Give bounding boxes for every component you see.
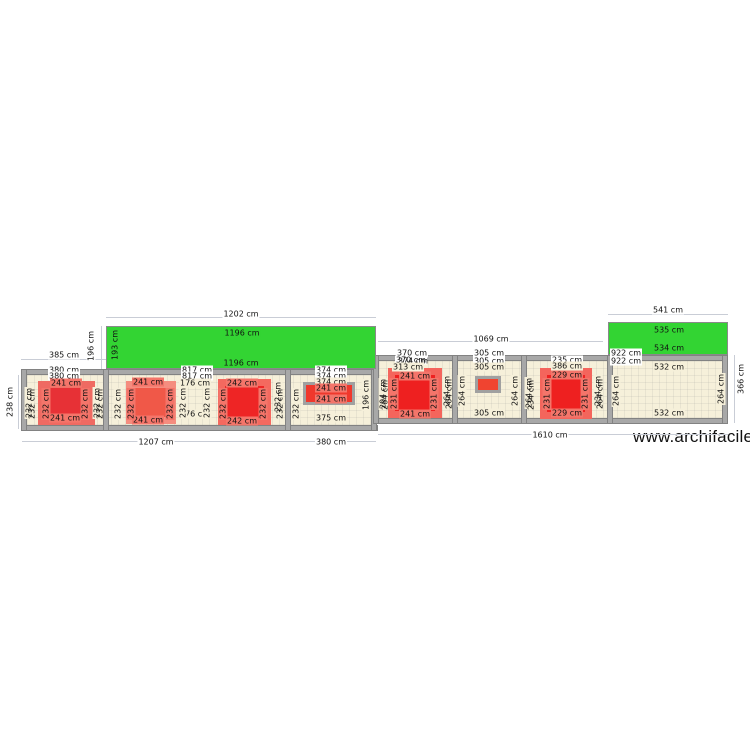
dimension-label: 532 cm	[652, 362, 686, 372]
dimension-label: 241 cm	[49, 378, 83, 388]
dimension-label: 232 cm	[275, 388, 285, 420]
dimension-label: 241 cm	[131, 415, 165, 425]
dimension-label: 232 cm	[95, 388, 105, 420]
dimension-label: 232 cm	[258, 387, 268, 421]
dimension-label: 541 cm	[651, 305, 685, 315]
dimension-label: 264 cm	[595, 378, 605, 410]
dimension-label: 264 cm	[444, 378, 454, 410]
red-furniture-block[interactable]	[475, 376, 501, 393]
dimension-label: 229 cm	[550, 370, 584, 380]
dimension-label: 370 cm	[395, 348, 429, 358]
dimension-label: 242 cm	[225, 416, 259, 426]
dimension-label: 385 cm	[47, 350, 81, 360]
dimension-label: 366 cm	[736, 362, 746, 396]
dimension-label: 922 cm	[609, 356, 643, 366]
dimension-label: 232 cm	[218, 387, 228, 421]
dimension-label: 196 cm	[86, 329, 96, 363]
wall[interactable]	[103, 369, 109, 431]
dimension-label: 238 cm	[5, 385, 15, 419]
dimension-label: 374 cm	[314, 377, 348, 387]
dimension-label: 231 cm	[580, 377, 590, 411]
dimension-label: 370 cm	[394, 355, 428, 365]
dimension-label: 386 cm	[550, 361, 584, 371]
dimension-label: 380 cm	[47, 371, 81, 381]
dimension-line	[734, 355, 735, 423]
dimension-label: 241 cm	[131, 377, 165, 387]
dimension-label: 264 cm	[716, 372, 726, 406]
dimension-label: 375 cm	[314, 413, 348, 423]
dimension-label: 196 cm	[361, 378, 371, 412]
dimension-label: 374 cm	[397, 356, 429, 366]
dimension-label: 193 cm	[110, 328, 120, 362]
dimension-label: 231 cm	[542, 377, 552, 411]
dimension-label: 232 cm	[202, 386, 212, 420]
dimension-label: 817 cm	[180, 371, 214, 381]
dimension-label: 305 cm	[472, 408, 506, 418]
dimension-label: 232 cm	[126, 387, 136, 421]
dimension-label: 235 cm	[550, 355, 584, 365]
dimension-label: 817 cm	[180, 365, 214, 375]
dimension-label: 231 cm	[389, 377, 399, 411]
dimension-label: 1207 cm	[137, 437, 175, 447]
dimension-label: 176 cm	[178, 409, 212, 419]
dimension-label: 241 cm	[398, 371, 432, 381]
dimension-label: 232 cm	[80, 387, 90, 421]
dimension-label: 1202 cm	[222, 309, 260, 319]
dimension-label: 232 cm	[165, 387, 175, 421]
dimension-label: 234 cm	[526, 379, 536, 411]
dimension-label: 380 cm	[314, 437, 348, 447]
watermark: www.archifacile.fr	[633, 427, 750, 446]
dimension-label: 241 cm	[398, 409, 432, 419]
dimension-label: 305 cm	[472, 362, 506, 372]
dimension-line	[18, 375, 19, 429]
dimension-line	[21, 359, 106, 360]
wall[interactable]	[21, 425, 378, 431]
dimension-label: 232 cm	[178, 386, 188, 420]
dimension-label: 532 cm	[652, 408, 686, 418]
dimension-label: 305 cm	[472, 348, 506, 358]
dimension-line	[101, 326, 102, 369]
dimension-label: 374 cm	[314, 371, 348, 381]
dimension-label: 231 cm	[429, 377, 439, 411]
dimension-label: 264 cm	[380, 379, 390, 411]
dimension-label: 1069 cm	[472, 334, 510, 344]
dimension-label: 264 cm	[457, 374, 467, 408]
dimension-label: 232 cm	[113, 387, 123, 421]
dimension-label: 313 cm	[391, 362, 425, 372]
dimension-label: 232 cm	[27, 388, 37, 420]
dimension-label: 241 cm	[48, 413, 82, 423]
dimension-label: 374 cm	[314, 365, 348, 375]
dimension-label: 241 cm	[314, 383, 348, 393]
dimension-label: 242 cm	[225, 378, 259, 388]
wall[interactable]	[285, 369, 291, 431]
dimension-label: 305 cm	[472, 356, 506, 366]
dimension-label: 232 cm	[291, 387, 301, 421]
dimension-label: 534 cm	[652, 343, 686, 353]
dimension-label: 922 cm	[609, 348, 643, 358]
dimension-label: 380 cm	[47, 365, 81, 375]
dimension-label: 241 cm	[314, 394, 348, 404]
dimension-label: 264 cm	[510, 374, 520, 408]
dimension-label: 1196 cm	[223, 328, 261, 338]
dimension-label: 264 cm	[611, 374, 621, 408]
dimension-label: 232 cm	[41, 387, 51, 421]
dimension-label: 1610 cm	[531, 430, 569, 440]
dimension-label: 176 cm	[178, 378, 212, 388]
dimension-label: 535 cm	[652, 325, 686, 335]
dimension-label: 1196 cm	[222, 358, 260, 368]
dimension-label: 229 cm	[550, 408, 584, 418]
dimension-line	[608, 314, 728, 315]
